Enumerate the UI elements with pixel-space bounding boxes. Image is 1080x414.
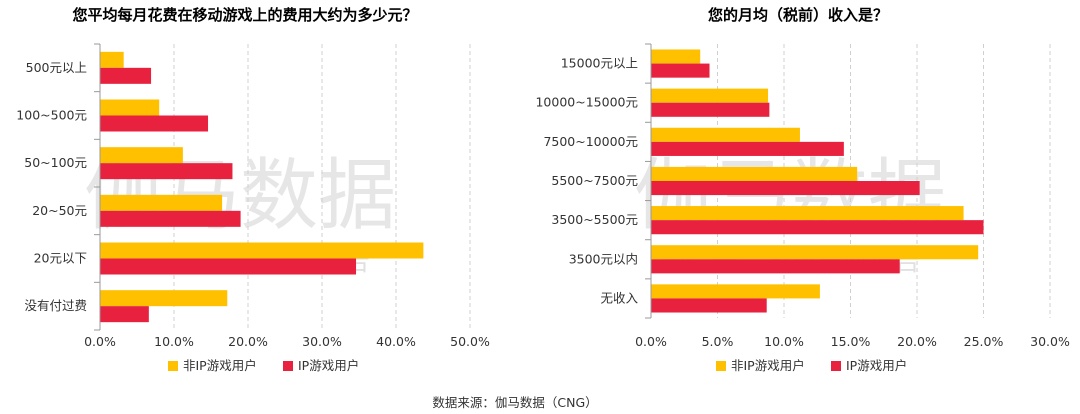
category-label: 3500元以内 [569,251,638,266]
bar-non-ip [651,245,979,260]
bar-ip [651,141,844,156]
legend-swatch-ip [831,361,841,371]
category-label: 15000元以上 [561,56,638,71]
x-tick-label: 20.0% [897,334,937,349]
legend-label-ip: IP游戏用户 [298,358,359,373]
bar-ip [651,259,900,274]
legend-swatch-ip [283,361,293,371]
legend-label-non-ip: 非IP游戏用户 [183,358,257,373]
x-tick-label: 25.0% [964,334,1004,349]
category-label: 20元以下 [34,251,87,266]
category-label: 3500~5500元 [551,212,638,227]
bar-non-ip [100,290,228,307]
spending-chart: 您平均每月花费在移动游戏上的费用大约为多少元？ 0.0% 10.0% 20.0% 30.… [16,6,490,373]
bar-ip [651,220,984,235]
chart-title: 您平均每月花费在移动游戏上的费用大约为多少元？ [71,6,417,24]
category-label: 500元以上 [26,60,87,75]
bar-non-ip [100,51,124,68]
legend-label-ip: IP游戏用户 [846,358,907,373]
bar-ip [651,63,710,78]
category-label: 没有付过费 [24,298,87,313]
bar-ip [100,258,357,275]
x-tick-label: 10.0% [154,334,194,349]
bar-non-ip [651,206,964,221]
legend-swatch-non-ip [716,361,726,371]
category-label: 20~50元 [32,203,87,218]
category-label: 10000~15000元 [535,95,638,110]
bar-ip [651,102,770,117]
x-tick-label: 0.0% [84,334,116,349]
bar-ip [100,163,233,180]
x-tick-label: 30.0% [1030,334,1070,349]
bar-non-ip [100,194,223,211]
chart-title: 您的月均（税前）收入是？ [707,6,888,24]
bar-non-ip [651,49,701,64]
legend-swatch-non-ip [168,361,178,371]
bar-non-ip [100,147,183,164]
bar-ip [100,210,241,227]
bar-non-ip [651,166,858,181]
category-label: 50~100元 [24,155,87,170]
x-tick-label: 5.0% [702,334,734,349]
bar-non-ip [100,99,160,116]
income-chart: 您的月均（税前）收入是？ 0.0% 5.0% 10.0% 15.0% 20.0% 25.0%… [535,6,1069,373]
bar-non-ip [100,242,424,259]
bar-non-ip [651,88,769,103]
bar-non-ip [651,284,820,299]
x-tick-label: 20.0% [228,334,268,349]
x-tick-label: 50.0% [450,334,490,349]
category-label: 5500~7500元 [551,173,638,188]
bar-ip [100,115,209,132]
x-tick-label: 15.0% [831,334,871,349]
bar-non-ip [651,127,800,142]
data-source-note: 数据来源：伽马数据（CNG） [432,395,597,410]
legend-label-non-ip: 非IP游戏用户 [731,358,805,373]
bar-ip [651,298,767,313]
category-label: 7500~10000元 [543,134,638,149]
category-label: 无收入 [600,290,638,305]
category-label: 100~500元 [16,108,87,123]
bar-ip [651,181,920,196]
bar-ip [100,306,149,323]
x-tick-label: 30.0% [302,334,342,349]
x-tick-label: 0.0% [635,334,667,349]
x-tick-label: 10.0% [764,334,804,349]
x-tick-label: 40.0% [376,334,416,349]
bar-ip [100,67,152,84]
